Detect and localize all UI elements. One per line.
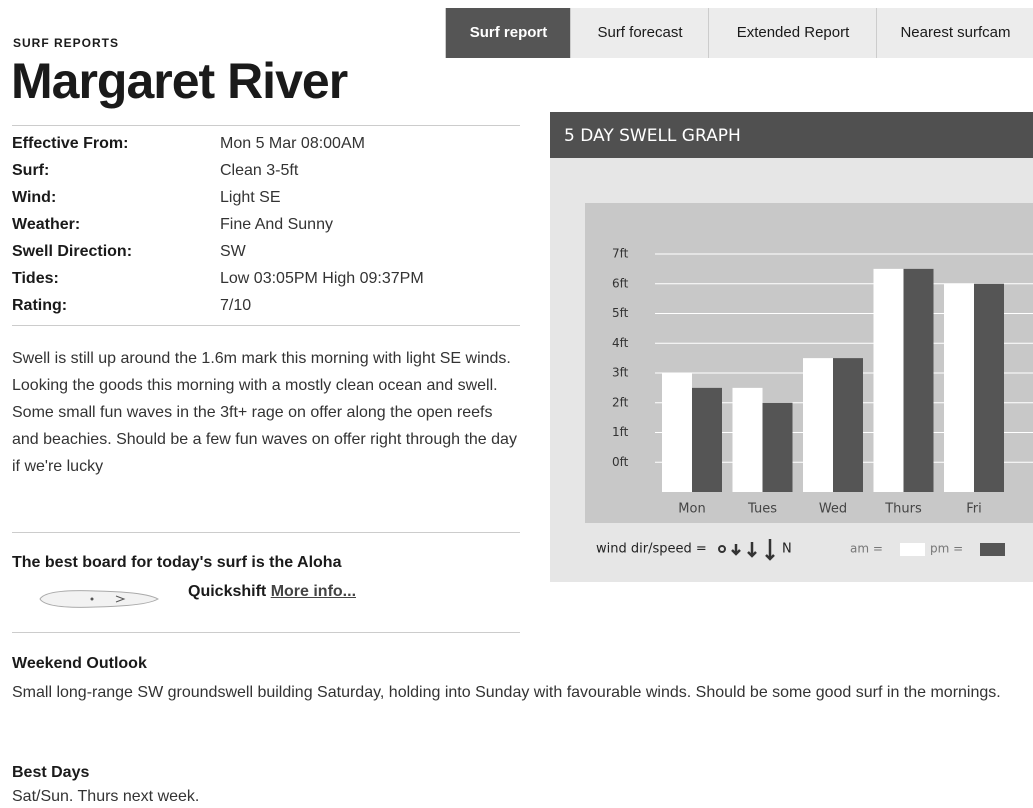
x-tick-label: Tues [747, 502, 777, 517]
y-tick-label: 7ft [612, 247, 629, 261]
x-tick-label: Wed [819, 502, 847, 517]
detail-value: Clean 3-5ft [220, 162, 298, 180]
detail-value: Low 03:05PM High 09:37PM [220, 270, 424, 288]
detail-label: Weather: [12, 216, 212, 234]
x-tick-label: Thurs [884, 502, 922, 517]
detail-value: Fine And Sunny [220, 216, 333, 234]
more-info-link[interactable]: More info... [271, 583, 356, 600]
wind-legend: wind dir/speed = [596, 542, 707, 557]
y-tick-label: 4ft [612, 336, 629, 350]
chart-title: 5 DAY SWELL GRAPH [564, 126, 741, 146]
detail-label: Rating: [12, 297, 212, 315]
tab[interactable]: Nearest surfcam [876, 8, 1033, 58]
y-tick-label: 5ft [612, 306, 629, 320]
swell-graph: 5 DAY SWELL GRAPH 0ft 1ft 2ft 3ft 4ft 5ft 6ft 7… [550, 112, 1033, 582]
legend-label: pm = [930, 542, 963, 556]
legend-label: am = [850, 542, 883, 556]
north-label: N [782, 542, 792, 557]
x-tick-label: Mon [678, 502, 705, 517]
tab[interactable]: Surf report [445, 8, 571, 58]
detail-label: Swell Direction: [12, 243, 212, 261]
y-tick-label: 3ft [612, 366, 629, 380]
summary: Swell is still up around the 1.6m mark t… [12, 345, 517, 480]
board-link-row: Quickshift More info... [188, 583, 356, 601]
kicker: SURF REPORTS [13, 36, 119, 50]
bar [763, 403, 793, 492]
bar [833, 358, 863, 492]
section-heading: Weekend Outlook [12, 655, 147, 673]
bar [803, 358, 833, 492]
bar [874, 269, 904, 492]
bar [974, 284, 1004, 492]
detail-value: SW [220, 243, 246, 261]
detail-label: Surf: [12, 162, 212, 180]
detail-label: Wind: [12, 189, 212, 207]
section-text: Sat/Sun. Thurs next week. [12, 788, 199, 806]
x-tick-label: Fri [966, 502, 982, 517]
bar [692, 388, 722, 492]
section-text: Small long-range SW groundswell building… [12, 680, 1033, 706]
page: Surf report Surf forecast Extended Repor… [0, 0, 1033, 808]
divider [12, 325, 520, 326]
legend-swatch [980, 543, 1005, 556]
y-tick-label: 0ft [612, 455, 629, 469]
divider [12, 125, 520, 126]
board-name: Quickshift [188, 583, 266, 600]
legend-swatch [900, 543, 925, 556]
divider [12, 532, 520, 533]
y-tick-label: 1ft [612, 425, 629, 439]
board-text: The best board for today's surf is the A… [12, 554, 341, 572]
tab[interactable]: Extended Report [708, 8, 877, 58]
detail-value: Light SE [220, 189, 280, 207]
detail-label: Effective From: [12, 135, 212, 153]
section-heading: Best Days [12, 764, 89, 782]
board-image [36, 586, 162, 612]
y-tick-label: 2ft [612, 395, 629, 409]
detail-value: Mon 5 Mar 08:00AM [220, 135, 365, 153]
divider [12, 632, 520, 633]
bar [733, 388, 763, 492]
bar [662, 373, 692, 492]
bar [904, 269, 934, 492]
tab[interactable]: Surf forecast [570, 8, 709, 58]
detail-label: Tides: [12, 270, 212, 288]
detail-value: 7/10 [220, 297, 251, 315]
bar [944, 284, 974, 492]
page-title: Margaret River [11, 52, 347, 110]
y-tick-label: 6ft [612, 276, 629, 290]
